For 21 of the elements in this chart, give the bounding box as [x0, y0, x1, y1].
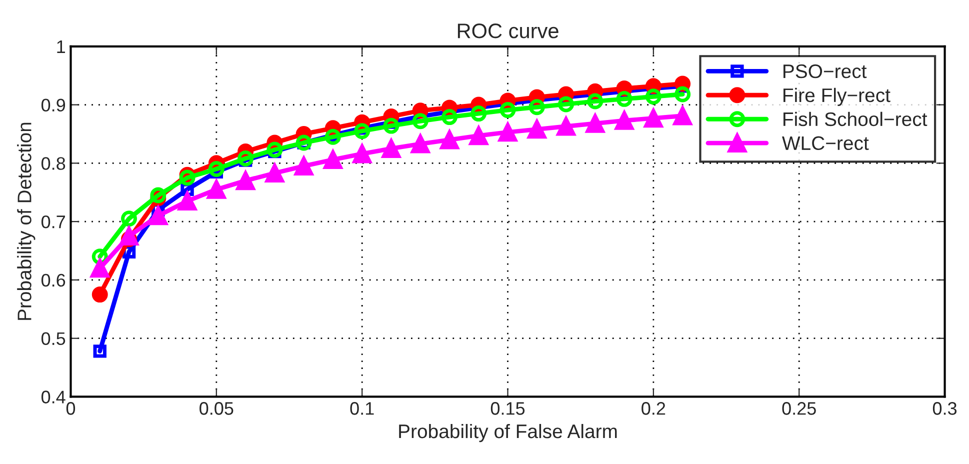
x-tick-label: 0.05: [200, 402, 234, 415]
y-tick-label: 0.4: [41, 390, 66, 404]
x-tick-label: 0.15: [490, 402, 525, 415]
x-tick-label: 0.3: [932, 402, 957, 415]
x-tick-label: 0.25: [782, 402, 816, 415]
y-tick-label: 1: [57, 40, 65, 53]
legend-label: Fire Fly−rect: [784, 88, 890, 106]
x-tick-label: 0: [66, 402, 76, 415]
x-tick-label: 0.2: [642, 402, 666, 415]
y-tick-label: 0.6: [41, 274, 66, 287]
x-tick-label: 0.1: [350, 402, 374, 415]
legend-label: WLC−rect: [782, 136, 869, 150]
x-axis-title: Probability of False Alarm: [399, 424, 617, 442]
y-tick-label: 0.7: [41, 215, 65, 228]
chart-title: ROC curve: [458, 24, 558, 38]
legend-label: PSO−rect: [784, 64, 867, 78]
y-axis-title: Probability of Detection: [17, 122, 36, 320]
y-tick-label: 0.8: [41, 157, 66, 170]
y-tick-label: 0.9: [41, 98, 66, 112]
y-tick-label: 0.5: [41, 332, 66, 346]
legend-label: Fish School−rect: [784, 112, 928, 126]
